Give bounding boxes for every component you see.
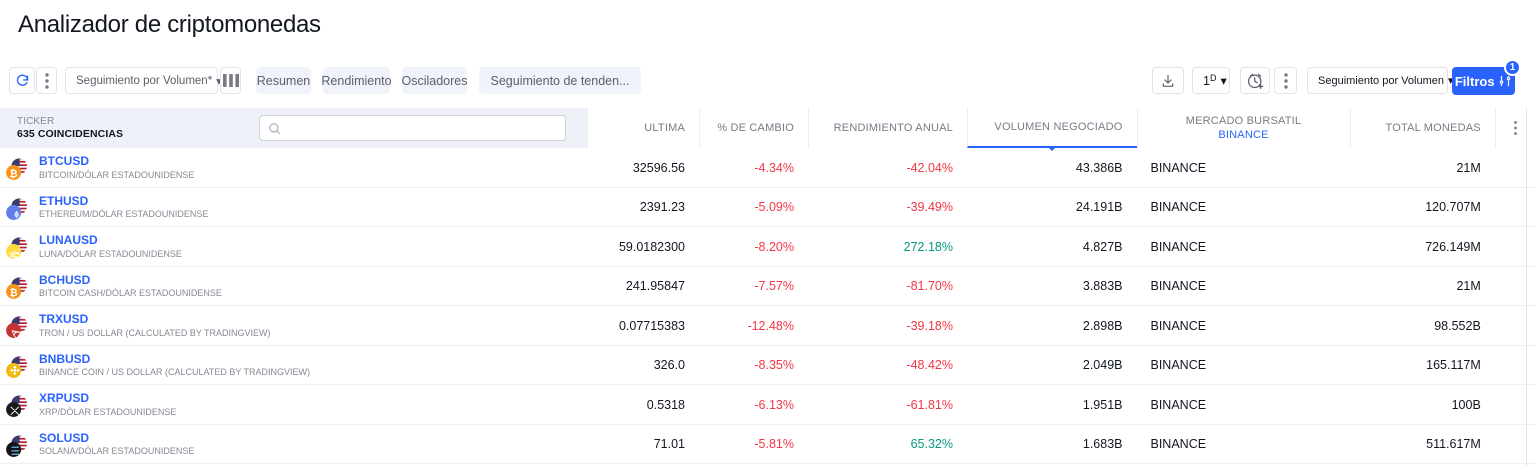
svg-text:₿: ₿ [10, 169, 18, 180]
svg-text:₿: ₿ [10, 288, 18, 299]
